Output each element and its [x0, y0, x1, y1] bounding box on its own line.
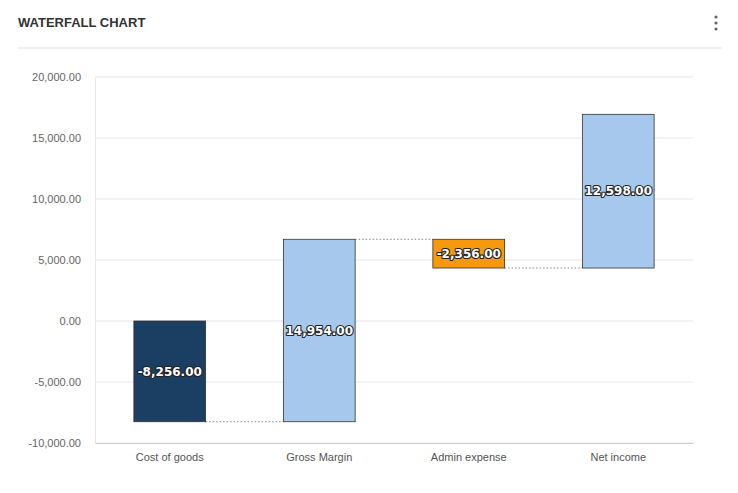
chart: WATERFALL CHART -10,000.00 -5,000.00 0.00 5,…	[0, 0, 738, 493]
y-tick: 0.00	[60, 315, 95, 327]
bars	[134, 114, 654, 421]
title: WATERFALL CHART	[18, 15, 145, 30]
bar[interactable]	[433, 239, 505, 268]
y-axis-line	[95, 78, 96, 444]
bar[interactable]	[283, 239, 355, 421]
x-axis: Cost of goods Gross Margin Admin expense Ne…	[96, 443, 694, 463]
x-tick: Net income	[590, 443, 646, 463]
menu-dot[interactable]	[714, 15, 717, 18]
y-tick: 5,000.00	[38, 254, 95, 266]
x-tick: Gross Margin	[286, 443, 352, 463]
grid	[95, 77, 693, 443]
data-label: 12,598.00	[584, 184, 652, 198]
x-tick-label: Admin expense	[431, 451, 507, 463]
y-tick: -5,000.00	[35, 376, 95, 388]
connector	[355, 239, 433, 240]
header-separator	[18, 48, 722, 49]
bar[interactable]	[134, 321, 206, 422]
y-tick-label: -5,000.00	[35, 376, 81, 388]
data-labels: -8,256.00 14,954.00 -2,356.00 12,598.00	[138, 184, 652, 378]
y-axis: -10,000.00 -5,000.00 0.00 5,000.00 10,000.00…	[28, 71, 95, 449]
data-label: -2,356.00	[437, 247, 501, 261]
y-tick-label: 5,000.00	[38, 254, 81, 266]
y-tick-label: 0.00	[60, 315, 81, 327]
y-tick: 20,000.00	[32, 71, 95, 83]
x-tick: Admin expense	[431, 443, 507, 463]
connector	[505, 268, 583, 269]
data-label: 14,954.00	[285, 324, 353, 338]
data-label: -8,256.00	[138, 365, 202, 379]
y-tick-label: 10,000.00	[32, 193, 81, 205]
connector	[206, 421, 284, 422]
grid-line	[95, 77, 693, 78]
y-tick-label: 15,000.00	[32, 132, 81, 144]
x-tick: Cost of goods	[136, 443, 204, 463]
y-tick: 15,000.00	[32, 132, 95, 144]
menu-dot[interactable]	[714, 27, 717, 30]
y-tick-label: 20,000.00	[32, 71, 81, 83]
plot: -10,000.00 -5,000.00 0.00 5,000.00 10,000.00…	[28, 71, 693, 463]
x-tick-label: Net income	[590, 451, 646, 463]
bar[interactable]	[582, 114, 654, 268]
y-tick-label: -10,000.00	[28, 437, 81, 449]
grid-line	[95, 443, 693, 444]
menu-dot[interactable]	[714, 21, 717, 24]
y-tick: -10,000.00	[28, 437, 95, 449]
y-tick: 10,000.00	[32, 193, 95, 205]
menu-icon[interactable]	[714, 15, 717, 30]
x-tick-label: Cost of goods	[136, 451, 204, 463]
x-tick-label: Gross Margin	[286, 451, 352, 463]
x-axis-line	[96, 443, 694, 444]
